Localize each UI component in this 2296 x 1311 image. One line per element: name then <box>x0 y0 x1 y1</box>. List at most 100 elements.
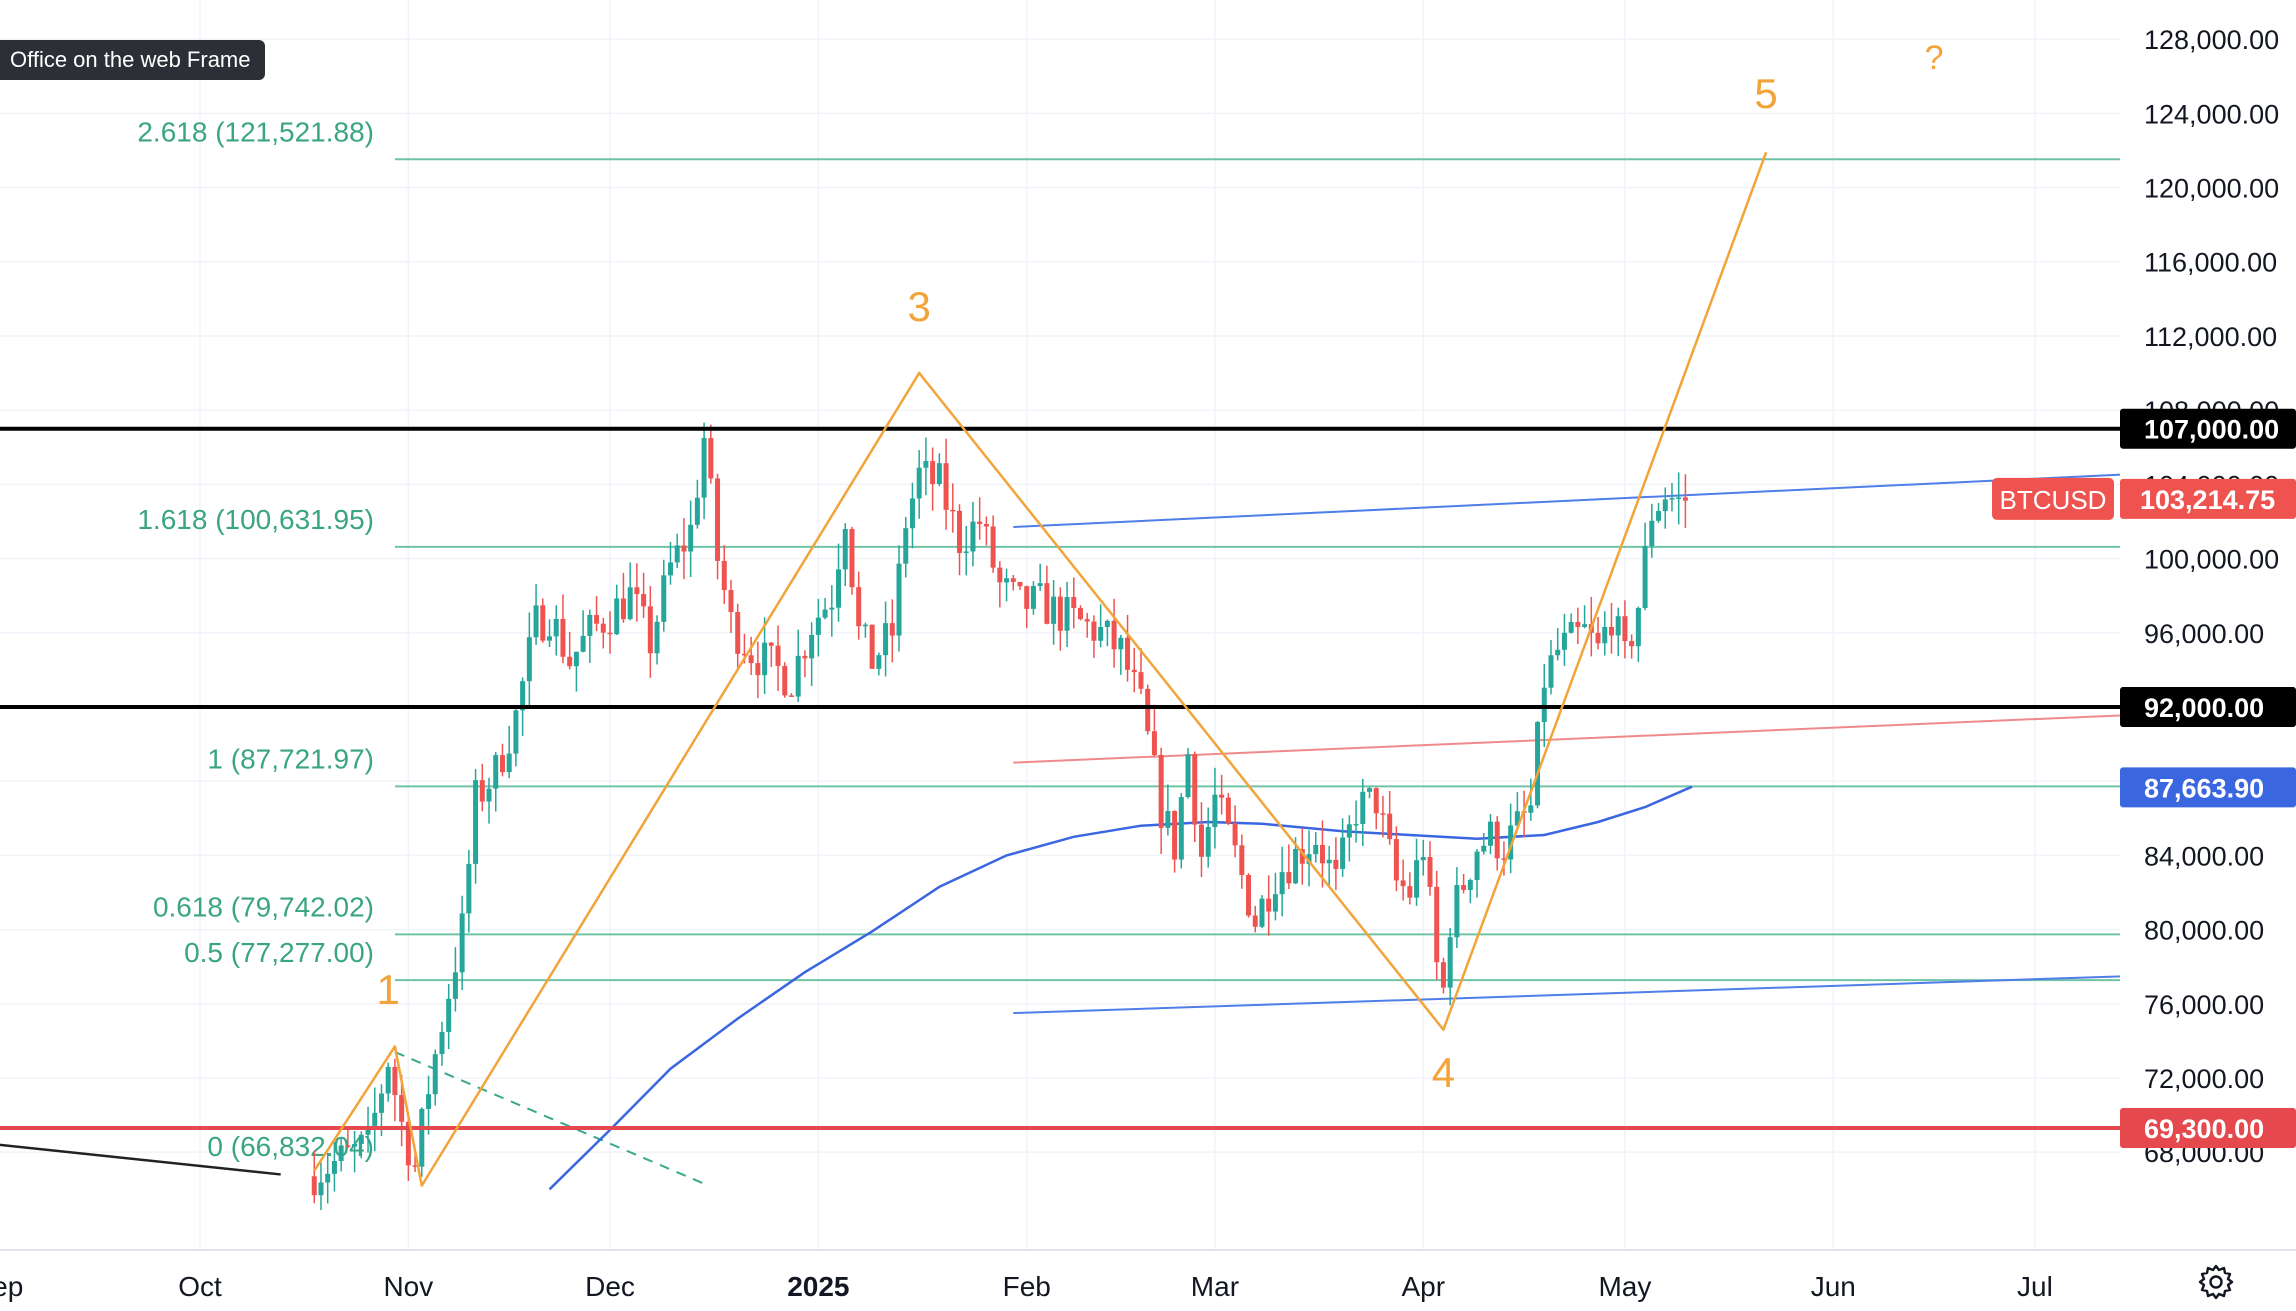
candle-down[interactable] <box>1145 684 1151 735</box>
candle-up[interactable] <box>694 479 700 529</box>
candle-down[interactable] <box>1407 872 1413 905</box>
candle-down[interactable] <box>392 1058 398 1122</box>
candle-down[interactable] <box>943 438 949 530</box>
candle-down[interactable] <box>1629 634 1635 659</box>
candle-up[interactable] <box>762 617 768 695</box>
candle-up[interactable] <box>876 652 882 676</box>
candle-up[interactable] <box>1568 613 1574 634</box>
candle-up[interactable] <box>1165 784 1171 836</box>
candle-up[interactable] <box>1528 778 1534 821</box>
candle-up[interactable] <box>1561 613 1567 666</box>
ma-value-badge[interactable]: 87,663.90 <box>2120 767 2296 808</box>
candle-down[interactable] <box>1192 751 1198 843</box>
candle-down[interactable] <box>957 504 963 576</box>
candle-up[interactable] <box>513 706 519 767</box>
candle-up[interactable] <box>446 984 452 1050</box>
candle-up[interactable] <box>452 947 458 1012</box>
candle-up[interactable] <box>587 609 593 663</box>
candle-down[interactable] <box>869 624 875 670</box>
candle-up[interactable] <box>1030 581 1036 615</box>
candle-down[interactable] <box>1427 841 1433 896</box>
candle-up[interactable] <box>1582 605 1588 629</box>
candle-up[interactable] <box>883 601 889 677</box>
candle-up[interactable] <box>795 629 801 702</box>
candle-down[interactable] <box>997 561 1003 608</box>
level-badge[interactable]: 69,300.00 <box>2120 1108 2296 1149</box>
candle-up[interactable] <box>426 1075 432 1135</box>
candle-down[interactable] <box>889 599 895 663</box>
trendline-lower-channel[interactable] <box>1013 973 2190 1015</box>
candle-up[interactable] <box>909 482 915 549</box>
candle-down[interactable] <box>728 579 734 633</box>
candle-down[interactable] <box>788 693 794 697</box>
candle-down[interactable] <box>1622 600 1628 659</box>
candle-down[interactable] <box>721 545 727 605</box>
trendline-dashed-decline[interactable] <box>394 1051 705 1185</box>
candle-up[interactable] <box>1104 619 1110 647</box>
candle-up[interactable] <box>1212 767 1218 849</box>
candle-up[interactable] <box>1064 581 1070 648</box>
candle-up[interactable] <box>822 597 828 620</box>
candle-down[interactable] <box>1246 873 1252 918</box>
candle-down[interactable] <box>620 572 626 623</box>
candle-up[interactable] <box>325 1152 331 1204</box>
candle-up[interactable] <box>318 1162 324 1211</box>
candle-down[interactable] <box>1138 648 1144 695</box>
candle-down[interactable] <box>1501 841 1507 876</box>
candle-up[interactable] <box>916 450 922 519</box>
candle-up[interactable] <box>970 501 976 567</box>
candle-up[interactable] <box>358 1131 364 1159</box>
candle-down[interactable] <box>560 594 566 664</box>
candle-down[interactable] <box>1071 577 1077 629</box>
candle-up[interactable] <box>842 523 848 587</box>
candle-down[interactable] <box>1219 774 1225 815</box>
candle-down[interactable] <box>990 515 996 573</box>
candle-up[interactable] <box>1481 833 1487 855</box>
candle-down[interactable] <box>1461 873 1467 894</box>
candle-up[interactable] <box>580 610 586 653</box>
candle-up[interactable] <box>553 605 559 656</box>
candle-down[interactable] <box>1057 587 1063 651</box>
candle-up[interactable] <box>627 562 633 621</box>
candle-up[interactable] <box>1313 832 1319 863</box>
candle-up[interactable] <box>654 615 660 665</box>
candle-down[interactable] <box>748 636 754 676</box>
candle-up[interactable] <box>923 437 929 496</box>
candle-up[interactable] <box>1205 807 1211 868</box>
candle-up[interactable] <box>1098 604 1104 648</box>
candle-up[interactable] <box>1555 628 1561 661</box>
candle-up[interactable] <box>1037 563 1043 591</box>
candle-up[interactable] <box>506 725 512 779</box>
candle-up[interactable] <box>1514 792 1520 829</box>
candle-down[interactable] <box>775 625 781 691</box>
candle-up[interactable] <box>547 619 553 648</box>
candle-down[interactable] <box>600 617 606 649</box>
candle-up[interactable] <box>573 651 579 692</box>
candle-up[interactable] <box>1353 800 1359 843</box>
candle-down[interactable] <box>634 563 640 622</box>
candle-up[interactable] <box>1259 895 1265 929</box>
candle-up[interactable] <box>1414 838 1420 906</box>
candle-down[interactable] <box>1373 787 1379 830</box>
level-badge[interactable]: 92,000.00 <box>2120 686 2296 727</box>
candle-down[interactable] <box>1131 647 1137 693</box>
candle-up[interactable] <box>936 453 942 487</box>
candle-down[interactable] <box>1380 795 1386 838</box>
candle-down[interactable] <box>1239 834 1245 889</box>
candle-down[interactable] <box>311 1150 317 1204</box>
candle-up[interactable] <box>862 622 868 638</box>
candle-up[interactable] <box>1676 472 1682 525</box>
candle-up[interactable] <box>1420 839 1426 876</box>
candle-down[interactable] <box>1024 585 1030 629</box>
candle-up[interactable] <box>1340 818 1346 877</box>
candle-up[interactable] <box>338 1138 344 1172</box>
candle-down[interactable] <box>1010 574 1016 591</box>
candle-down[interactable] <box>1608 602 1614 654</box>
candle-up[interactable] <box>1508 803 1514 874</box>
time-axis[interactable]: Sep Oct Nov Dec 2025 Feb Mar Apr May Jun Jul <box>0 1271 2053 1302</box>
candle-up[interactable] <box>1487 814 1493 855</box>
candle-up[interactable] <box>1272 872 1278 921</box>
candle-down[interactable] <box>1393 826 1399 892</box>
candle-down[interactable] <box>1494 816 1500 871</box>
